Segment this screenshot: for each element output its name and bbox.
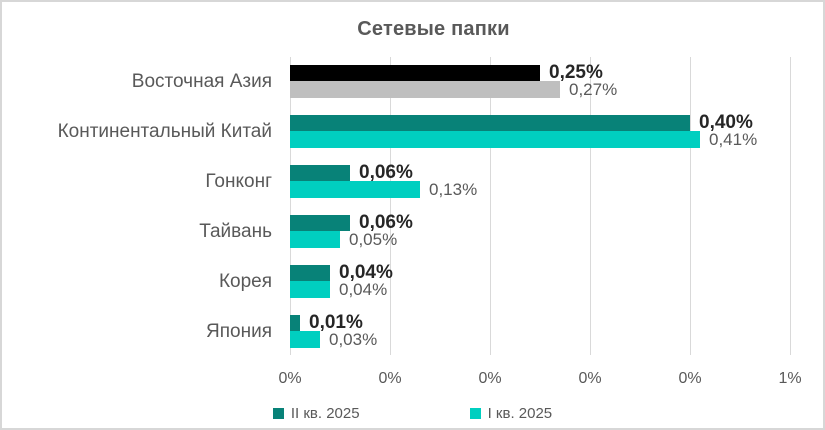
category-label: Корея [218, 270, 272, 292]
gridline [590, 57, 591, 355]
bar-series-2025-q2 [290, 65, 540, 81]
value-label-q2: 0,06% [359, 162, 413, 183]
value-label-q1: 0,03% [329, 330, 378, 349]
value-label-q2: 0,06% [359, 212, 413, 233]
value-label-q2: 0,01% [309, 312, 363, 333]
bar-series-2025-q1 [290, 331, 320, 348]
legend-label: I кв. 2025 [487, 405, 553, 422]
bar-series-2025-q2 [290, 315, 300, 331]
bar-series-2025-q1 [290, 81, 560, 98]
value-label-q1: 0,13% [429, 180, 478, 199]
value-label-q1: 0,27% [569, 80, 618, 99]
x-axis-tick-label: 0% [578, 370, 602, 387]
bar-series-2025-q1 [290, 281, 330, 298]
bar-series-2025-q2 [290, 115, 690, 131]
category-label: Гонконг [205, 170, 272, 192]
bar-series-2025-q1 [290, 181, 420, 198]
legend-swatch [469, 408, 481, 419]
category-label: Тайвань [199, 220, 272, 242]
bar-series-2025-q1 [290, 231, 340, 248]
gridline [690, 57, 691, 355]
gridline [290, 57, 291, 355]
x-axis-tick-label: 0% [478, 370, 502, 387]
x-axis-tick-label: 0% [278, 370, 302, 387]
value-label-q1: 0,05% [349, 230, 398, 249]
chart-title: Сетевые папки [357, 18, 510, 40]
bar-series-2025-q2 [290, 165, 350, 181]
legend-item: II кв. 2025 [272, 405, 360, 422]
legend-item: I кв. 2025 [469, 405, 553, 422]
gridline [790, 57, 791, 355]
legend-swatch [272, 408, 284, 419]
category-label: Япония [206, 320, 272, 342]
legend-label: II кв. 2025 [290, 405, 360, 422]
value-label-q2: 0,04% [339, 262, 393, 283]
gridline [490, 57, 491, 355]
x-axis-tick-label: 0% [678, 370, 702, 387]
x-axis-tick-label: 1% [778, 370, 802, 387]
plot-area [290, 57, 791, 355]
legend: II кв. 2025 I кв. 2025 [2, 405, 823, 422]
category-label: Континентальный Китай [57, 120, 272, 142]
bar-series-2025-q2 [290, 215, 350, 231]
value-label-q2: 0,40% [699, 112, 753, 133]
x-axis-tick-label: 0% [378, 370, 402, 387]
value-label-q2: 0,25% [549, 62, 603, 83]
bar-series-2025-q2 [290, 265, 330, 281]
value-label-q1: 0,04% [339, 280, 388, 299]
value-label-q1: 0,41% [709, 130, 758, 149]
gridline [390, 57, 391, 355]
bar-series-2025-q1 [290, 131, 700, 148]
category-label: Восточная Азия [131, 70, 272, 92]
